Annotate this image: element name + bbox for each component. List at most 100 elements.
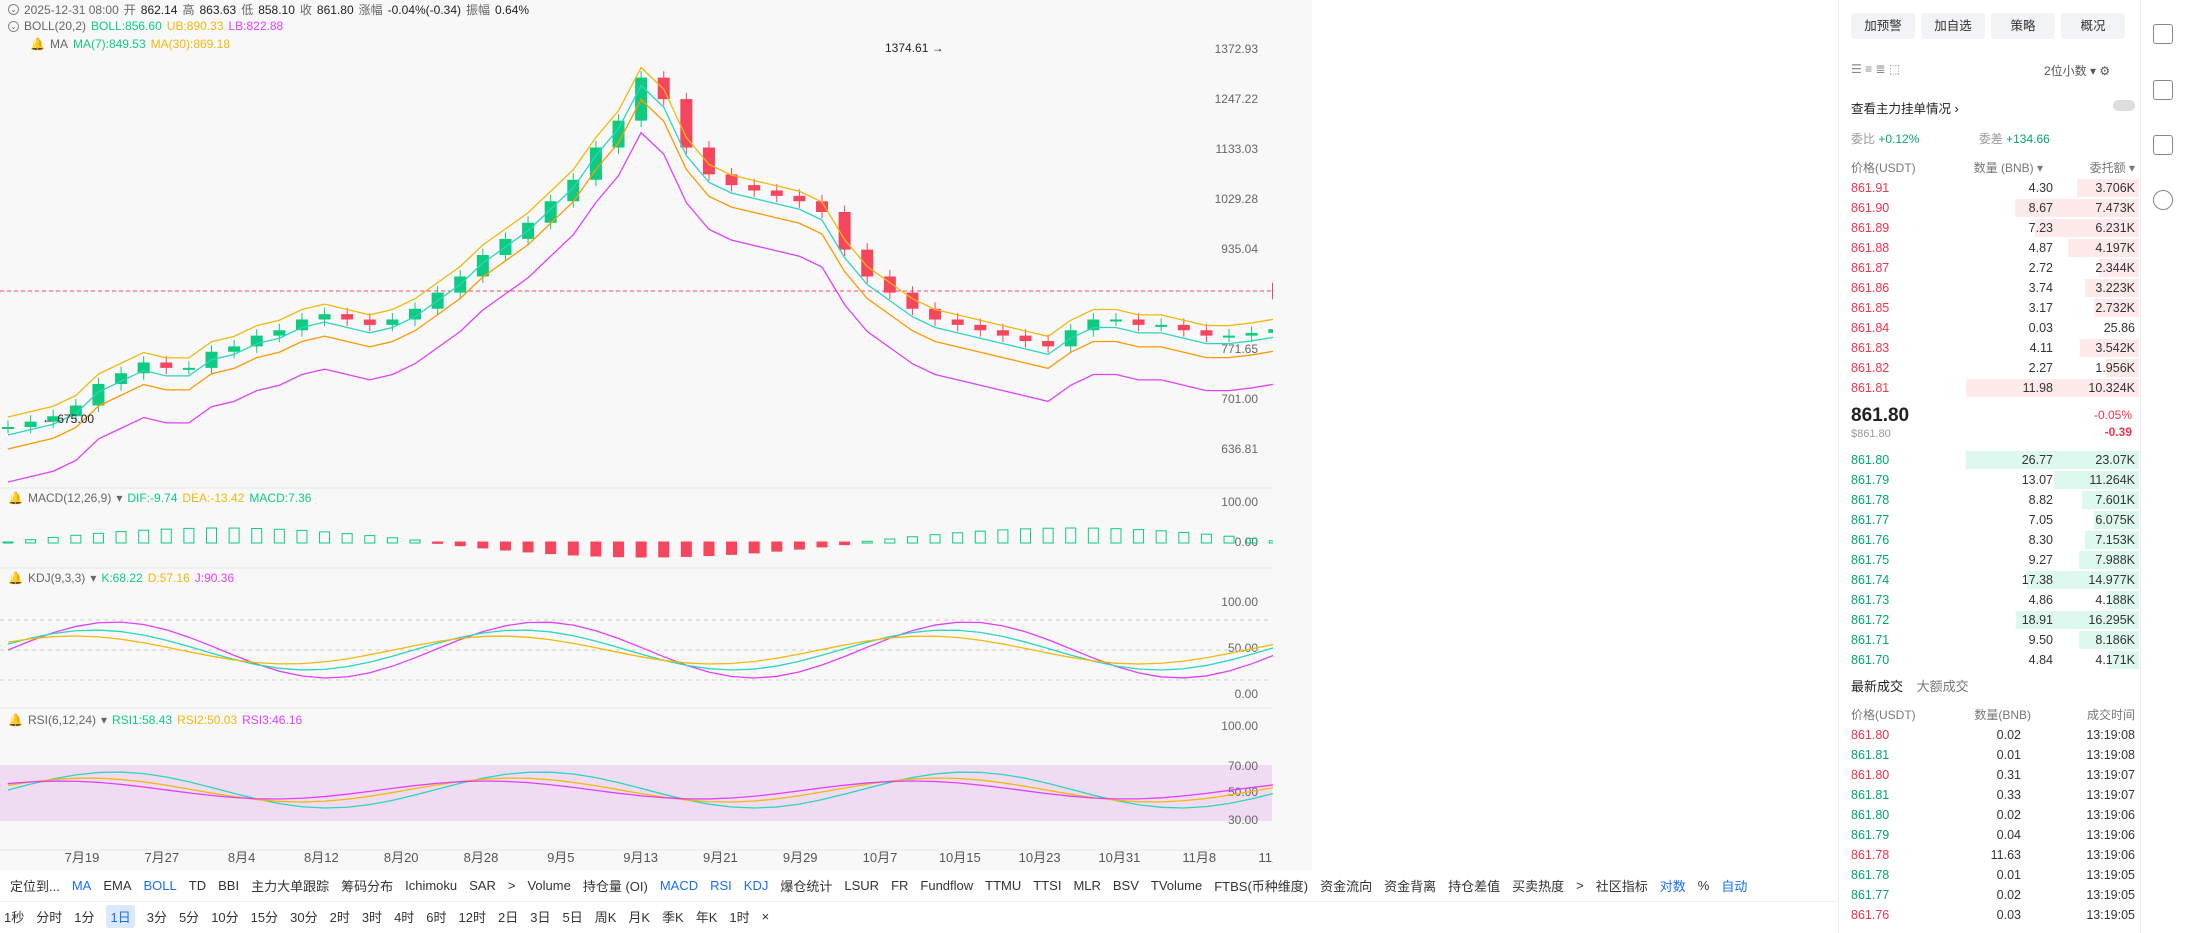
book-row[interactable]: 861.87 2.72 2.344K: [1851, 258, 2139, 278]
book-row[interactable]: 861.73 4.86 4.188K: [1851, 590, 2139, 610]
toolbar-item[interactable]: 筹码分布: [341, 878, 394, 894]
interval-item[interactable]: 2时: [329, 910, 350, 925]
toolbar-item[interactable]: >: [1576, 877, 1584, 893]
interval-item[interactable]: 1分: [74, 910, 95, 925]
action-button[interactable]: 加自选: [1921, 13, 1985, 39]
interval-item[interactable]: 3日: [530, 910, 551, 925]
book-row[interactable]: 861.84 0.03 25.86: [1851, 318, 2139, 338]
interval-item[interactable]: 3时: [361, 910, 383, 925]
book-row[interactable]: 861.86 3.74 3.223K: [1851, 278, 2139, 298]
toolbar-item[interactable]: BOLL: [143, 877, 177, 893]
book-row[interactable]: 861.75 9.27 7.988K: [1851, 550, 2139, 570]
toolbar-item[interactable]: TVolume: [1150, 877, 1203, 893]
layout-icons[interactable]: ☰ ≡ ≣ ⬚: [1851, 62, 1901, 76]
depth-link[interactable]: 查看主力挂单情况 ›: [1851, 102, 1959, 116]
interval-item[interactable]: 10分: [211, 910, 239, 925]
toolbar-item[interactable]: 主力大单跟踪: [251, 878, 330, 894]
interval-item[interactable]: 12时: [458, 910, 486, 925]
interval-item[interactable]: 1日: [106, 905, 135, 928]
book-row[interactable]: 861.74 17.38 14.977K: [1851, 570, 2139, 590]
toolbar-item[interactable]: %: [1697, 877, 1710, 893]
toolbar-item[interactable]: MA: [71, 877, 92, 893]
toolbar-item[interactable]: EMA: [103, 877, 132, 893]
toolbar-item[interactable]: TTMU: [985, 877, 1022, 893]
book-row[interactable]: 861.76 8.30 7.153K: [1851, 530, 2139, 550]
toolbar-item[interactable]: 资金背离: [1384, 878, 1437, 894]
toolbar-item[interactable]: 持仓量 (OI): [582, 878, 648, 894]
toolbar-item[interactable]: FR: [891, 877, 909, 893]
calc-icon[interactable]: [2153, 24, 2173, 44]
toolbar-item[interactable]: 资金流向: [1320, 878, 1373, 894]
interval-item[interactable]: 分时: [36, 910, 63, 925]
interval-item[interactable]: 6时: [426, 910, 447, 925]
macd-name[interactable]: MACD(12,26,9): [27, 491, 112, 505]
book-row[interactable]: 861.82 2.27 1.956K: [1851, 358, 2139, 378]
action-button[interactable]: 概况: [2061, 13, 2125, 39]
interval-item[interactable]: 月K: [628, 910, 651, 925]
toolbar-item[interactable]: 定位到...: [10, 878, 60, 894]
action-button[interactable]: 加预警: [1851, 13, 1915, 39]
interval-item[interactable]: 30分: [290, 910, 318, 925]
toolbar-item[interactable]: 买卖热度: [1512, 878, 1565, 894]
interval-item[interactable]: 周K: [594, 910, 617, 925]
toolbar-item[interactable]: 社区指标: [1595, 878, 1648, 894]
book-row[interactable]: 861.83 4.11 3.542K: [1851, 338, 2139, 358]
interval-item[interactable]: 2日: [498, 910, 519, 925]
book-row[interactable]: 861.71 9.50 8.186K: [1851, 630, 2139, 650]
toolbar-item[interactable]: Fundflow: [920, 877, 974, 893]
interval-item[interactable]: 15分: [250, 910, 279, 925]
toolbar-item[interactable]: 对数: [1659, 878, 1686, 894]
toolbar-item[interactable]: 爆仓统计: [780, 878, 833, 894]
interval-item[interactable]: 5分: [178, 910, 200, 925]
boll-name[interactable]: BOLL(20,2): [24, 19, 87, 33]
book-row[interactable]: 861.88 4.87 4.197K: [1851, 238, 2139, 258]
book-row[interactable]: 861.77 7.05 6.075K: [1851, 510, 2139, 530]
toolbar-item[interactable]: RSI: [710, 877, 732, 893]
tab-large-trades[interactable]: 大额成交: [1916, 679, 1969, 694]
book-row[interactable]: 861.72 18.91 16.295K: [1851, 610, 2139, 630]
interval-item[interactable]: 年K: [695, 910, 718, 925]
precision-select[interactable]: 2位小数 ▾ ⚙: [2044, 64, 2111, 78]
book-row[interactable]: 861.78 8.82 7.601K: [1851, 490, 2139, 510]
book-row[interactable]: 861.89 7.23 6.231K: [1851, 218, 2139, 238]
ma-name[interactable]: MA: [49, 37, 68, 51]
toolbar-item[interactable]: 自动: [1721, 878, 1748, 894]
depth-toggle[interactable]: [2113, 100, 2135, 111]
interval-item[interactable]: 3分: [146, 910, 167, 925]
toolbar-item[interactable]: FTBS(币种维度): [1214, 878, 1309, 894]
col-qty[interactable]: 数量 (BNB) ▾: [1973, 161, 2043, 175]
interval-item[interactable]: 1秒: [4, 910, 25, 925]
collapse-icon[interactable]: ⌄: [8, 4, 19, 15]
toolbar-item[interactable]: MLR: [1073, 877, 1101, 893]
book-row[interactable]: 861.91 4.30 3.706K: [1851, 178, 2139, 198]
toolbar-item[interactable]: 持仓差值: [1448, 878, 1501, 894]
chart-tool-icon[interactable]: [2153, 80, 2173, 100]
toolbar-item[interactable]: LSUR: [844, 877, 880, 893]
interval-item[interactable]: 季K: [662, 910, 684, 925]
book-row[interactable]: 861.70 4.84 4.171K: [1851, 650, 2139, 670]
book-row[interactable]: 861.79 13.07 11.264K: [1851, 470, 2139, 490]
col-total[interactable]: 委托额 ▾: [2089, 161, 2135, 175]
toolbar-item[interactable]: SAR: [469, 877, 496, 893]
book-row[interactable]: 861.81 11.98 10.324K: [1851, 378, 2139, 398]
bars-icon[interactable]: [2153, 135, 2173, 155]
bell-icon[interactable]: 🔔: [30, 37, 45, 51]
bell-icon[interactable]: 🔔: [8, 713, 23, 727]
action-button[interactable]: 策略: [1991, 13, 2055, 39]
settings-icon[interactable]: ⚙: [2099, 64, 2111, 78]
collapse-icon[interactable]: ⌄: [8, 20, 19, 32]
tab-latest-trades[interactable]: 最新成交: [1851, 679, 1904, 694]
toolbar-item[interactable]: BSV: [1112, 877, 1139, 893]
book-row[interactable]: 861.90 8.67 7.473K: [1851, 198, 2139, 218]
book-row[interactable]: 861.80 26.77 23.07K: [1851, 450, 2139, 470]
chart-canvas[interactable]: 1372.93 1247.22 1133.03 1029.28 935.04 771.65…: [0, 0, 1312, 870]
bell-icon[interactable]: 🔔: [8, 491, 23, 505]
toolbar-item[interactable]: TTSI: [1033, 877, 1062, 893]
interval-item[interactable]: 4时: [394, 910, 415, 925]
interval-item[interactable]: 1时: [729, 910, 750, 925]
book-row[interactable]: 861.85 3.17 2.732K: [1851, 298, 2139, 318]
toolbar-item[interactable]: MACD: [659, 877, 699, 893]
kdj-name[interactable]: KDJ(9,3,3): [27, 571, 86, 585]
circle-icon[interactable]: [2153, 190, 2173, 210]
toolbar-item[interactable]: Volume: [527, 877, 571, 893]
